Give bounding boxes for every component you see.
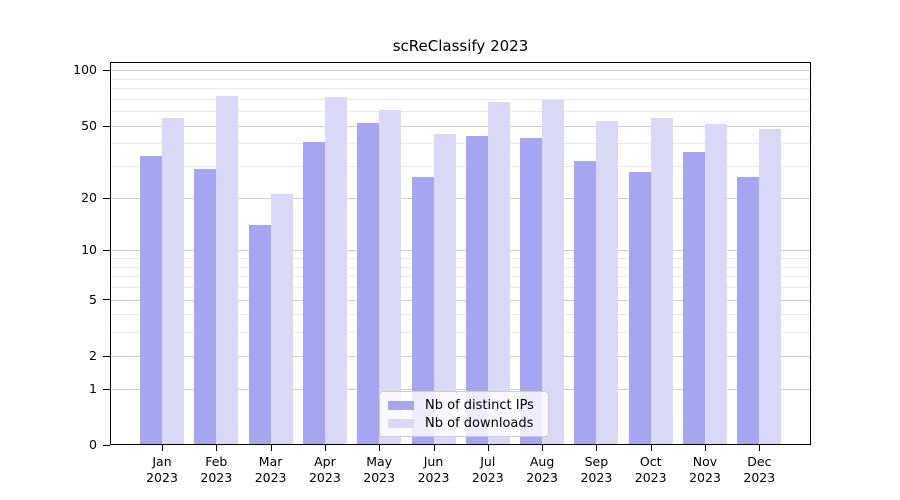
x-tick-label-jun-2023: Jun 2023 <box>417 454 450 485</box>
gridline-major-2 <box>110 355 811 357</box>
gridline-minor-8 <box>110 266 811 268</box>
bar-downloads-jul <box>487 102 510 445</box>
y-tick-1 <box>103 389 110 390</box>
gridline-major-50 <box>110 125 811 127</box>
bar-ips-sep <box>574 161 597 445</box>
bar-ips-nov <box>683 151 705 445</box>
bar-downloads-may <box>379 109 402 445</box>
chart-title: scReClassify 2023 <box>392 37 529 55</box>
y-tick-50 <box>103 126 110 127</box>
gridline-minor-7 <box>110 276 811 278</box>
gridline-minor-90 <box>110 78 811 80</box>
legend-label-downloads: Nb of downloads <box>425 415 534 431</box>
y-tick-label-10: 10 <box>81 242 97 258</box>
x-tick-jan <box>162 445 163 451</box>
x-tick-label-aug-2023: Aug 2023 <box>526 454 558 485</box>
y-tick-label-5: 5 <box>89 291 97 307</box>
gridline-major-10 <box>110 250 811 252</box>
gridline-minor-3 <box>110 332 811 334</box>
x-tick-label-apr-2023: Apr 2023 <box>308 454 341 485</box>
legend-swatch-distinct-ips <box>388 400 414 410</box>
bar-ips-may <box>357 122 380 445</box>
bar-ips-jul <box>465 135 488 445</box>
x-tick-jul <box>487 445 489 451</box>
gridline-minor-6 <box>110 287 811 288</box>
y-tick-20 <box>103 198 110 199</box>
x-tick-label-sep-2023: Sep 2023 <box>580 454 613 485</box>
bar-downloads-sep <box>596 121 619 445</box>
bar-ips-jun <box>411 177 434 445</box>
plot-area <box>110 62 811 445</box>
y-tick-label-20: 20 <box>81 189 97 205</box>
legend-item-downloads: Nb of downloads <box>388 416 540 431</box>
bar-ips-dec <box>737 177 760 445</box>
bar-downloads-feb <box>216 95 239 445</box>
gridline-major-20 <box>110 197 811 199</box>
legend-item-distinct-ips: Nb of distinct IPs <box>388 398 540 413</box>
x-tick-may <box>379 445 381 451</box>
y-tick-label-0: 0 <box>89 437 97 452</box>
gridline-major-1 <box>110 388 811 390</box>
bar-downloads-oct <box>650 118 673 445</box>
bar-ips-mar <box>248 225 271 445</box>
gridline-minor-80 <box>110 88 811 90</box>
bar-downloads-jan <box>162 118 184 445</box>
legend: Nb of distinct IPs Nb of downloads <box>379 391 549 437</box>
legend-label-distinct-ips: Nb of distinct IPs <box>425 397 534 413</box>
gridline-minor-30 <box>110 166 811 168</box>
x-tick-label-dec-2023: Dec 2023 <box>743 454 776 485</box>
x-tick-label-may-2023: May 2023 <box>363 454 396 485</box>
x-tick-nov <box>705 445 706 451</box>
bar-downloads-apr <box>324 96 347 445</box>
y-tick-2 <box>103 356 110 357</box>
x-tick-label-feb-2023: Feb 2023 <box>200 454 233 485</box>
x-tick-sep <box>596 445 598 451</box>
x-tick-label-nov-2023: Nov 2023 <box>689 454 721 485</box>
y-tick-label-1: 1 <box>89 380 97 396</box>
gridline-minor-60 <box>110 111 811 113</box>
x-tick-aug <box>542 445 544 451</box>
x-tick-label-jul-2023: Jul 2023 <box>471 454 504 485</box>
x-tick-apr <box>324 445 326 451</box>
x-tick-label-mar-2023: Mar 2023 <box>254 454 287 485</box>
y-tick-label-2: 2 <box>89 347 97 363</box>
y-tick-10 <box>103 250 110 251</box>
x-tick-feb <box>216 445 218 451</box>
gridline-minor-40 <box>110 143 811 145</box>
y-tick-5 <box>103 299 110 300</box>
bar-downloads-nov <box>705 124 727 445</box>
y-tick-0 <box>103 445 110 446</box>
x-tick-oct <box>650 445 652 451</box>
bar-ips-oct <box>628 171 651 445</box>
bar-downloads-aug <box>542 100 565 445</box>
bar-downloads-mar <box>270 194 293 445</box>
x-tick-label-oct-2023: Oct 2023 <box>634 454 667 485</box>
x-tick-mar <box>270 445 272 451</box>
x-tick-dec <box>759 445 761 451</box>
bar-downloads-dec <box>759 128 782 445</box>
y-tick-label-50: 50 <box>81 117 97 133</box>
gridline-minor-9 <box>110 258 811 259</box>
y-tick-100 <box>103 70 110 71</box>
x-tick-label-jan-2023: Jan 2023 <box>146 454 178 485</box>
bar-ips-jan <box>140 156 162 445</box>
bar-ips-apr <box>302 141 325 445</box>
bar-ips-feb <box>194 168 217 445</box>
gridline-major-100 <box>110 70 811 72</box>
y-tick-label-100: 100 <box>73 62 97 78</box>
legend-swatch-downloads <box>388 418 414 428</box>
bar-downloads-jun <box>433 134 456 445</box>
gridline-minor-4 <box>110 314 811 316</box>
x-tick-jun <box>433 445 435 451</box>
bar-ips-aug <box>520 137 543 445</box>
gridline-major-5 <box>110 299 811 301</box>
gridline-minor-70 <box>110 98 811 100</box>
